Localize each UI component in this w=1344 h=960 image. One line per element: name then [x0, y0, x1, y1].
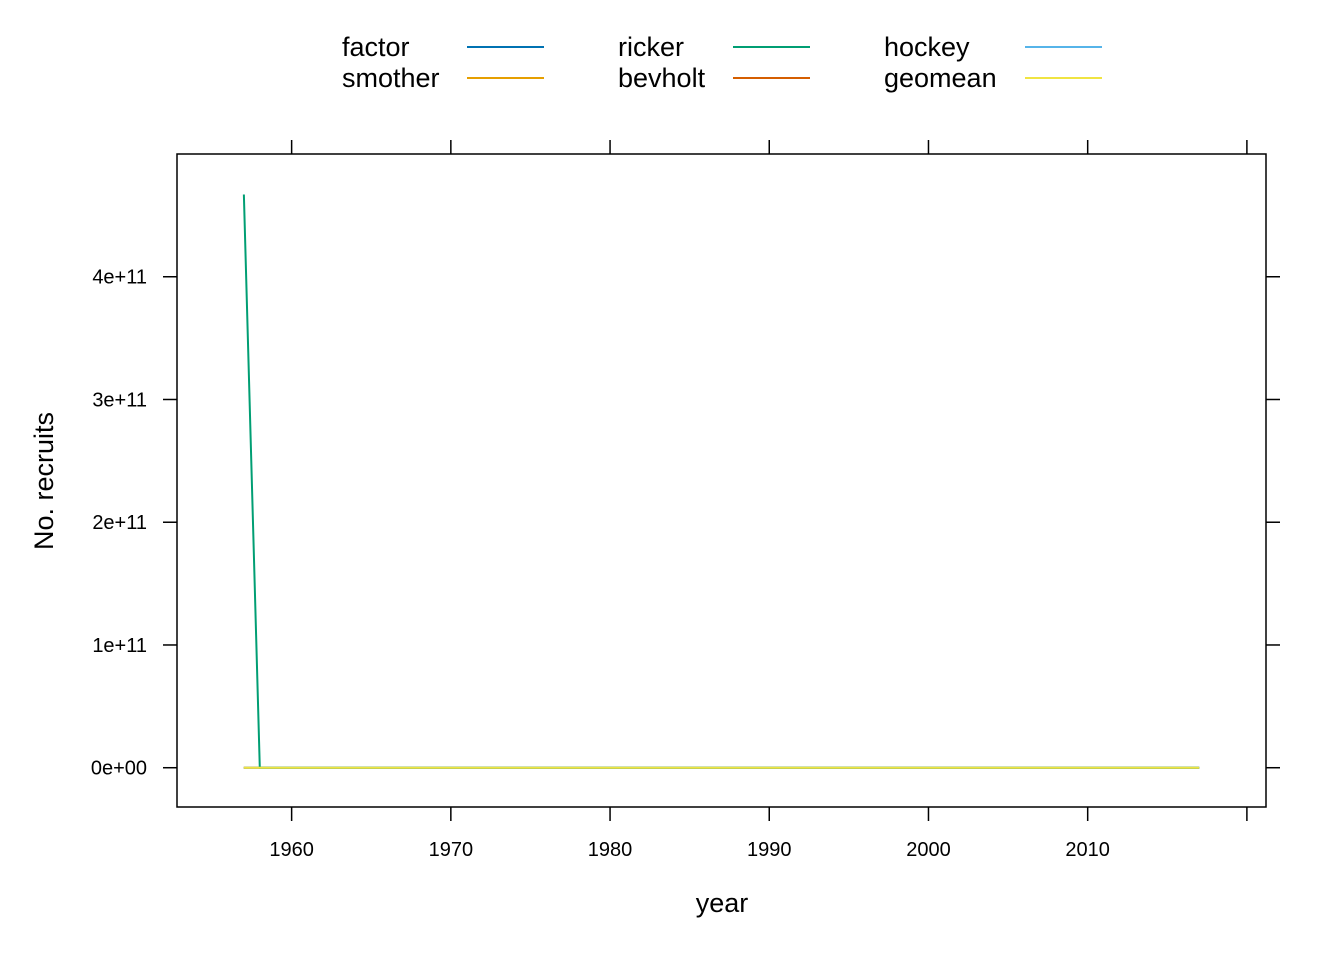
- x-axis-title: year: [696, 888, 749, 918]
- legend-label-factor: factor: [342, 32, 410, 62]
- series-line-ricker: [242, 194, 1200, 769]
- x-tick-label-1980: 1980: [588, 839, 633, 861]
- x-tick-label-1970: 1970: [429, 839, 474, 861]
- y-tick-label-3: 3e+11: [92, 389, 147, 411]
- y-tick-label-4: 4e+11: [92, 267, 147, 289]
- x-axis: 1960 1970 1980 1990 2000 2010: [269, 140, 1248, 861]
- legend-label-geomean: geomean: [884, 63, 997, 93]
- x-tick-label-1960: 1960: [269, 839, 314, 861]
- plot-lines: [242, 194, 1200, 769]
- y-tick-label-1: 1e+11: [92, 635, 147, 657]
- y-tick-label-2: 2e+11: [92, 512, 147, 534]
- legend-label-ricker: ricker: [618, 32, 684, 62]
- legend-label-hockey: hockey: [884, 32, 970, 62]
- x-tick-label-2010: 2010: [1065, 839, 1110, 861]
- x-tick-label-2000: 2000: [906, 839, 951, 861]
- y-axis-title: No. recruits: [29, 412, 59, 550]
- legend-label-smother: smother: [342, 63, 440, 93]
- y-tick-label-0: 0e+00: [91, 758, 147, 780]
- legend-label-bevholt: bevholt: [618, 63, 706, 93]
- x-tick-label-1990: 1990: [747, 839, 792, 861]
- y-axis: 0e+00 1e+11 2e+11 3e+11 4e+11: [91, 267, 1280, 780]
- plot-panel: [176, 153, 1267, 808]
